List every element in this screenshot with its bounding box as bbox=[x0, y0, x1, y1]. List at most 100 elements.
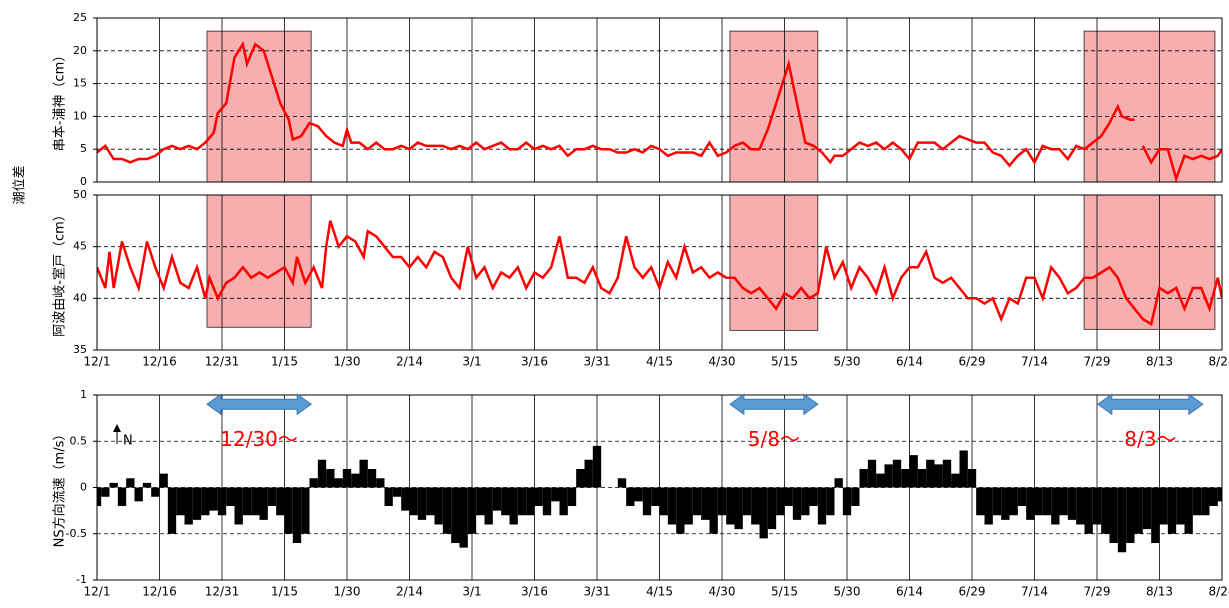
bar bbox=[126, 478, 135, 488]
bar bbox=[967, 469, 977, 488]
bar bbox=[384, 487, 393, 506]
period-arrow bbox=[1096, 393, 1204, 416]
bar bbox=[326, 469, 335, 488]
bar bbox=[792, 487, 802, 520]
bar bbox=[409, 487, 418, 516]
bar bbox=[426, 487, 435, 516]
x-tick-label: 7/29 bbox=[1084, 355, 1111, 369]
y-axis-label: 阿波由岐-室戸（cm） bbox=[52, 208, 68, 337]
bar bbox=[392, 487, 402, 497]
bar bbox=[151, 487, 160, 497]
x-tick-label: 4/15 bbox=[646, 585, 673, 599]
bar bbox=[526, 487, 535, 516]
bar bbox=[542, 487, 552, 516]
bar bbox=[259, 487, 268, 520]
bar bbox=[717, 487, 727, 516]
bar bbox=[467, 487, 477, 534]
x-tick-label: 12/16 bbox=[142, 355, 177, 369]
bar bbox=[784, 487, 793, 506]
bar bbox=[634, 487, 643, 502]
x-tick-label: 7/29 bbox=[1084, 585, 1111, 599]
bar bbox=[701, 487, 710, 520]
x-tick-label: 12/16 bbox=[142, 585, 177, 599]
bar bbox=[1192, 487, 1202, 516]
bar bbox=[726, 487, 735, 525]
x-tick-label: 4/30 bbox=[709, 585, 736, 599]
x-tick-label: 5/15 bbox=[771, 585, 798, 599]
bar bbox=[1001, 487, 1010, 520]
bar bbox=[517, 487, 527, 516]
group-label: 潮位差 bbox=[13, 165, 28, 204]
bar bbox=[201, 487, 210, 516]
bar bbox=[434, 487, 443, 525]
plot-border bbox=[96, 194, 1223, 351]
bar bbox=[751, 487, 760, 525]
bar bbox=[1009, 487, 1018, 516]
bar bbox=[817, 487, 827, 525]
x-tick-label: 12/1 bbox=[84, 585, 111, 599]
bar bbox=[559, 487, 568, 516]
x-tick-label: 4/15 bbox=[646, 355, 673, 369]
y-tick-label: 25 bbox=[73, 11, 87, 24]
bar bbox=[1084, 487, 1093, 534]
bar bbox=[209, 487, 218, 511]
bar bbox=[1067, 487, 1077, 520]
bar bbox=[484, 487, 493, 525]
bar bbox=[767, 487, 777, 530]
bar bbox=[551, 487, 560, 502]
x-tick-label: 3/1 bbox=[462, 355, 481, 369]
bar bbox=[176, 487, 185, 516]
bar bbox=[234, 487, 243, 525]
plot-border bbox=[96, 17, 1223, 183]
x-tick-label: 6/14 bbox=[896, 585, 923, 599]
bar bbox=[417, 487, 427, 520]
north-arrowhead bbox=[113, 424, 121, 432]
bar bbox=[442, 487, 452, 534]
bar bbox=[984, 487, 993, 525]
bar bbox=[934, 464, 943, 488]
bar bbox=[959, 450, 968, 488]
bar bbox=[1201, 487, 1210, 516]
bar bbox=[826, 487, 835, 516]
bar bbox=[509, 487, 518, 525]
bar bbox=[584, 459, 593, 488]
bar bbox=[367, 469, 377, 488]
y-tick-label: 50 bbox=[73, 188, 87, 201]
bar bbox=[309, 478, 318, 488]
highlight-span bbox=[206, 194, 312, 328]
bar bbox=[376, 478, 385, 488]
bar bbox=[1184, 487, 1193, 534]
bar bbox=[676, 487, 685, 534]
bar bbox=[334, 478, 343, 488]
bar bbox=[451, 487, 460, 543]
x-tick-label: 5/15 bbox=[771, 355, 798, 369]
bar bbox=[276, 487, 285, 516]
x-tick-label: 7/14 bbox=[1021, 355, 1048, 369]
period-label: 5/8～ bbox=[748, 427, 800, 451]
bar bbox=[734, 487, 743, 530]
bar bbox=[1151, 487, 1160, 543]
y-tick-label: -1 bbox=[76, 573, 87, 586]
highlight-span bbox=[1083, 194, 1216, 330]
y-tick-label: 35 bbox=[73, 343, 87, 356]
period-label: 8/3～ bbox=[1124, 427, 1176, 451]
y-tick-label: 20 bbox=[73, 44, 87, 57]
bar bbox=[184, 487, 193, 525]
bar bbox=[851, 487, 860, 506]
bar bbox=[642, 487, 652, 516]
bar bbox=[626, 487, 635, 506]
north-label: N bbox=[123, 434, 133, 449]
bar bbox=[159, 473, 168, 488]
bar bbox=[659, 487, 668, 516]
bar bbox=[267, 487, 277, 506]
bar bbox=[1076, 487, 1085, 525]
bar bbox=[501, 487, 510, 516]
y-tick-label: 0.5 bbox=[70, 434, 88, 447]
x-tick-label: 2/14 bbox=[396, 585, 423, 599]
bar bbox=[901, 469, 910, 488]
bar bbox=[1117, 487, 1127, 553]
bar bbox=[692, 487, 702, 516]
bar bbox=[1101, 487, 1110, 534]
y-tick-label: 15 bbox=[73, 77, 87, 90]
bar bbox=[476, 487, 485, 516]
